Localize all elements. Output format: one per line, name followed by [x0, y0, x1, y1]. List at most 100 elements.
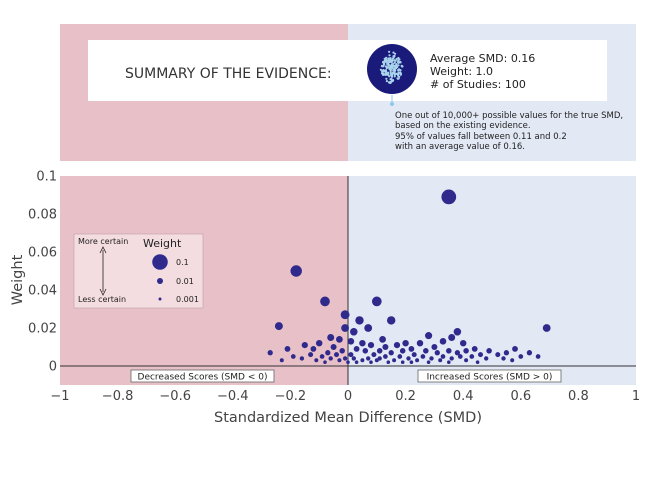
study-point [330, 344, 337, 350]
summary-dot [394, 72, 397, 75]
study-point [327, 334, 335, 341]
study-point [310, 346, 317, 352]
study-point [495, 352, 501, 358]
study-point [400, 360, 405, 364]
summary-dot [392, 56, 395, 59]
study-point [374, 358, 379, 363]
study-point [397, 354, 403, 359]
summary-dot [396, 72, 399, 75]
study-point [420, 354, 426, 359]
summary-dot [392, 69, 395, 72]
x-tick-label: −0.6 [159, 389, 191, 404]
study-point [464, 358, 469, 363]
study-point [459, 339, 467, 347]
summary-dot [387, 59, 390, 62]
study-point [399, 348, 406, 354]
summary-connector-dot [390, 102, 394, 106]
study-point [325, 350, 331, 356]
study-point [328, 356, 333, 361]
legend-title: Weight [143, 237, 182, 250]
study-point [360, 358, 365, 363]
study-point [308, 352, 314, 358]
summary-dot [391, 74, 394, 77]
plot-area: Decreased Scores (SMD < 0) Increased Sco… [10, 170, 640, 427]
summary-panel: SUMMARY OF THE EVIDENCE: Average SMD: 0.… [60, 24, 636, 161]
summary-dot [388, 81, 391, 84]
study-point [471, 346, 478, 352]
summary-dot [385, 73, 389, 76]
study-point [290, 354, 296, 359]
study-point [484, 356, 489, 361]
study-point [454, 350, 461, 356]
legend-marker [157, 278, 163, 284]
study-point [337, 358, 342, 363]
summary-dot [387, 57, 390, 60]
summary-stat: # of Studies: 100 [430, 78, 526, 91]
summary-dot [382, 63, 385, 66]
x-tick-label: 0.6 [510, 389, 531, 404]
study-point [503, 350, 510, 356]
summary-dot [389, 65, 392, 68]
legend-more-certain: More certain [78, 237, 128, 246]
y-tick-label: 0 [49, 360, 57, 375]
study-point [431, 344, 438, 350]
summary-dot [394, 64, 397, 67]
summary-dot [397, 61, 400, 64]
study-point [353, 346, 360, 352]
study-point [535, 354, 541, 359]
summary-dot [397, 74, 400, 77]
summary-dot [386, 62, 389, 65]
x-tick-label: 0.4 [453, 389, 474, 404]
y-tick-label: 0.02 [28, 322, 57, 337]
legend: More certain Less certain Weight 0.1 0.01… [73, 233, 204, 309]
summary-dot [388, 54, 391, 57]
legend-box [73, 233, 204, 309]
study-point [379, 336, 386, 343]
study-point [416, 339, 424, 347]
study-point [478, 352, 483, 358]
study-point [446, 348, 452, 354]
summary-dot [380, 64, 383, 68]
x-tick-label: −1 [50, 389, 69, 404]
summary-dot [401, 65, 404, 68]
summary-note-line: based on the existing evidence. [395, 121, 531, 131]
legend-entries: 0.1 0.01 0.001 [152, 254, 199, 304]
study-point [348, 352, 354, 358]
summary-dot [388, 75, 391, 78]
summary-stat: Average SMD: 0.16 [430, 52, 535, 65]
summary-dot [393, 75, 396, 78]
study-point [409, 360, 414, 364]
study-point [439, 337, 447, 345]
study-point [392, 358, 397, 363]
study-point [402, 339, 409, 347]
study-point [340, 310, 350, 320]
study-point [371, 296, 382, 307]
study-point [347, 337, 355, 345]
summary-dot [393, 59, 396, 62]
x-axis-ticks: −1 −0.8 −0.6 −0.4 −0.2 0 0.2 0.4 0.6 0.8 1 [50, 389, 640, 404]
summary-note: One out of 10,000+ possible values for t… [395, 111, 623, 152]
study-point [425, 332, 433, 340]
x-tick-label: 0.2 [395, 389, 416, 404]
study-point [299, 356, 305, 361]
study-point [346, 360, 350, 364]
summary-card [88, 40, 607, 101]
legend-marker [158, 297, 162, 301]
study-point [382, 344, 389, 350]
summary-dot [391, 75, 394, 78]
summary-dot [393, 61, 396, 64]
summary-note-line: with an average value of 0.16. [395, 142, 525, 152]
summary-title: SUMMARY OF THE EVIDENCE: [125, 66, 332, 82]
study-point [364, 324, 373, 332]
x-tick-label: −0.2 [275, 389, 307, 404]
summary-dot [399, 72, 403, 75]
y-tick-label: 0.06 [28, 246, 57, 261]
decreased-label: Decreased Scores (SMD < 0) [138, 373, 268, 383]
study-point [486, 348, 492, 354]
summary-dot [390, 80, 393, 83]
increased-label: Increased Scores (SMD > 0) [427, 373, 553, 383]
study-point [510, 358, 515, 363]
study-point [366, 356, 371, 361]
